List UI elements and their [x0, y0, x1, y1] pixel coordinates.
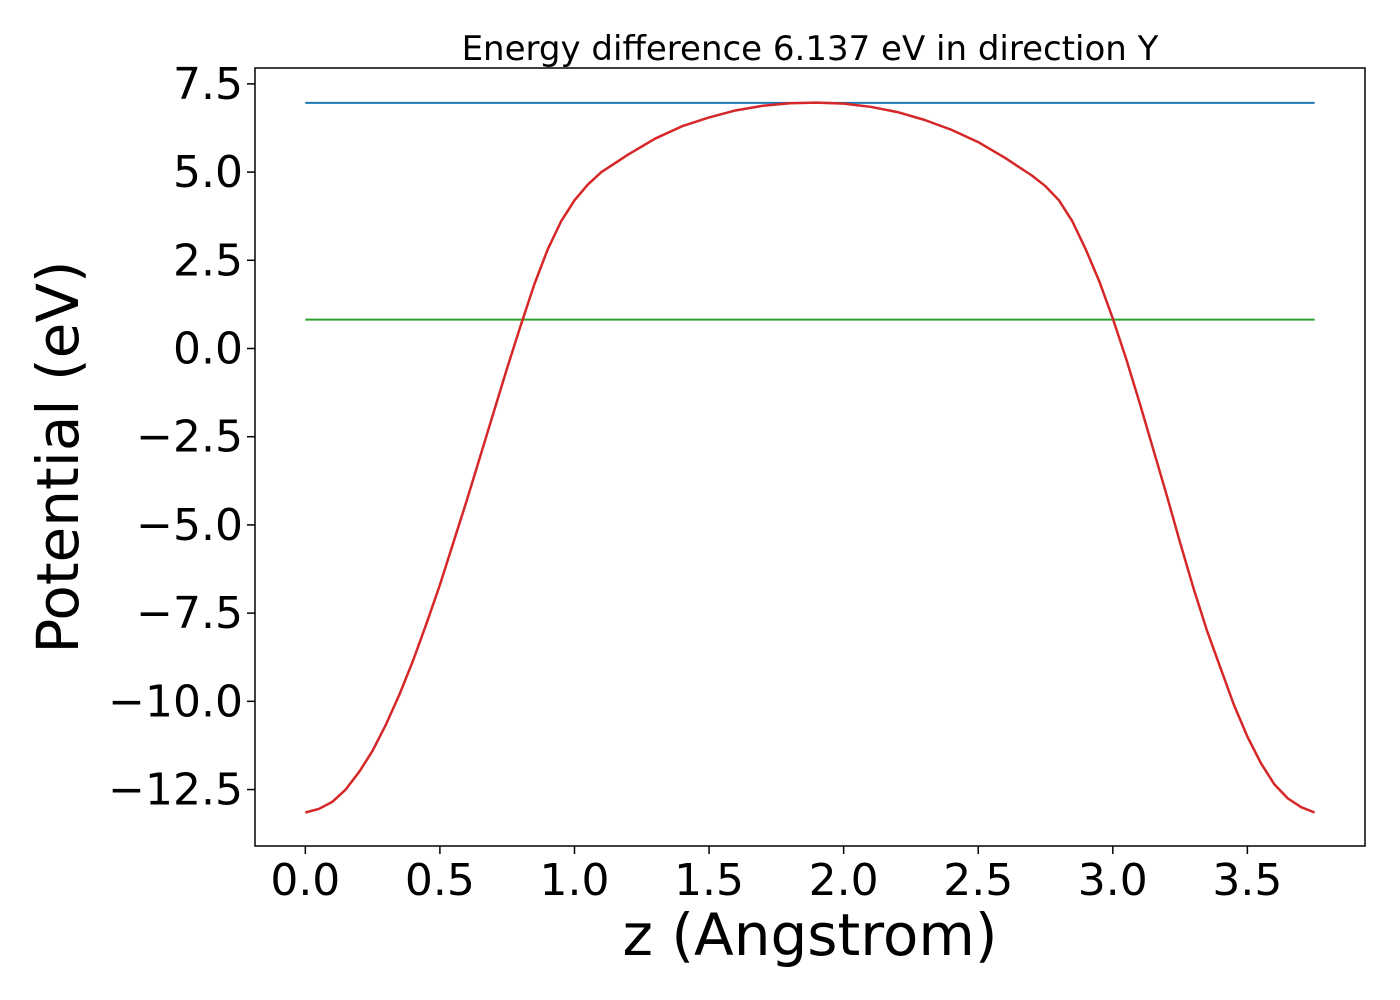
x-tick-label: 3.5 [1212, 855, 1282, 906]
y-tick-label: 7.5 [173, 59, 243, 110]
x-tick-label: 2.5 [943, 855, 1013, 906]
x-tick-label: 2.0 [809, 855, 879, 906]
y-tick-label: −12.5 [108, 765, 243, 816]
y-tick-label: −7.5 [136, 588, 243, 639]
series-line-3 [305, 101, 1316, 814]
y-tick-label: −2.5 [136, 412, 243, 463]
y-tick-label: −10.0 [108, 676, 243, 727]
x-tick-label: 1.0 [539, 855, 609, 906]
plot-frame [254, 67, 1366, 847]
x-tick-label: 0.0 [270, 855, 340, 906]
y-tick-label: 2.5 [173, 235, 243, 286]
x-axis-label: z (Angstrom) [623, 901, 998, 969]
chart-title: Energy difference 6.137 eV in direction … [462, 29, 1159, 69]
x-tick-label: 0.5 [405, 855, 475, 906]
series-layer [305, 101, 1316, 814]
y-tick-label: 0.0 [173, 324, 243, 375]
y-tick-label: 5.0 [173, 147, 243, 198]
x-tick-label: 3.0 [1078, 855, 1148, 906]
x-axis-ticks: 0.0 0.5 1.0 1.5 2.0 2.5 3.0 3.5 [270, 846, 1282, 906]
y-tick-label: −5.0 [136, 500, 243, 551]
x-tick-label: 1.5 [674, 855, 744, 906]
y-axis-ticks: −12.5 −10.0 −7.5 −5.0 −2.5 0.0 2.5 5.0 7.5 [108, 59, 255, 816]
y-axis-label: Potential (eV) [24, 260, 92, 653]
